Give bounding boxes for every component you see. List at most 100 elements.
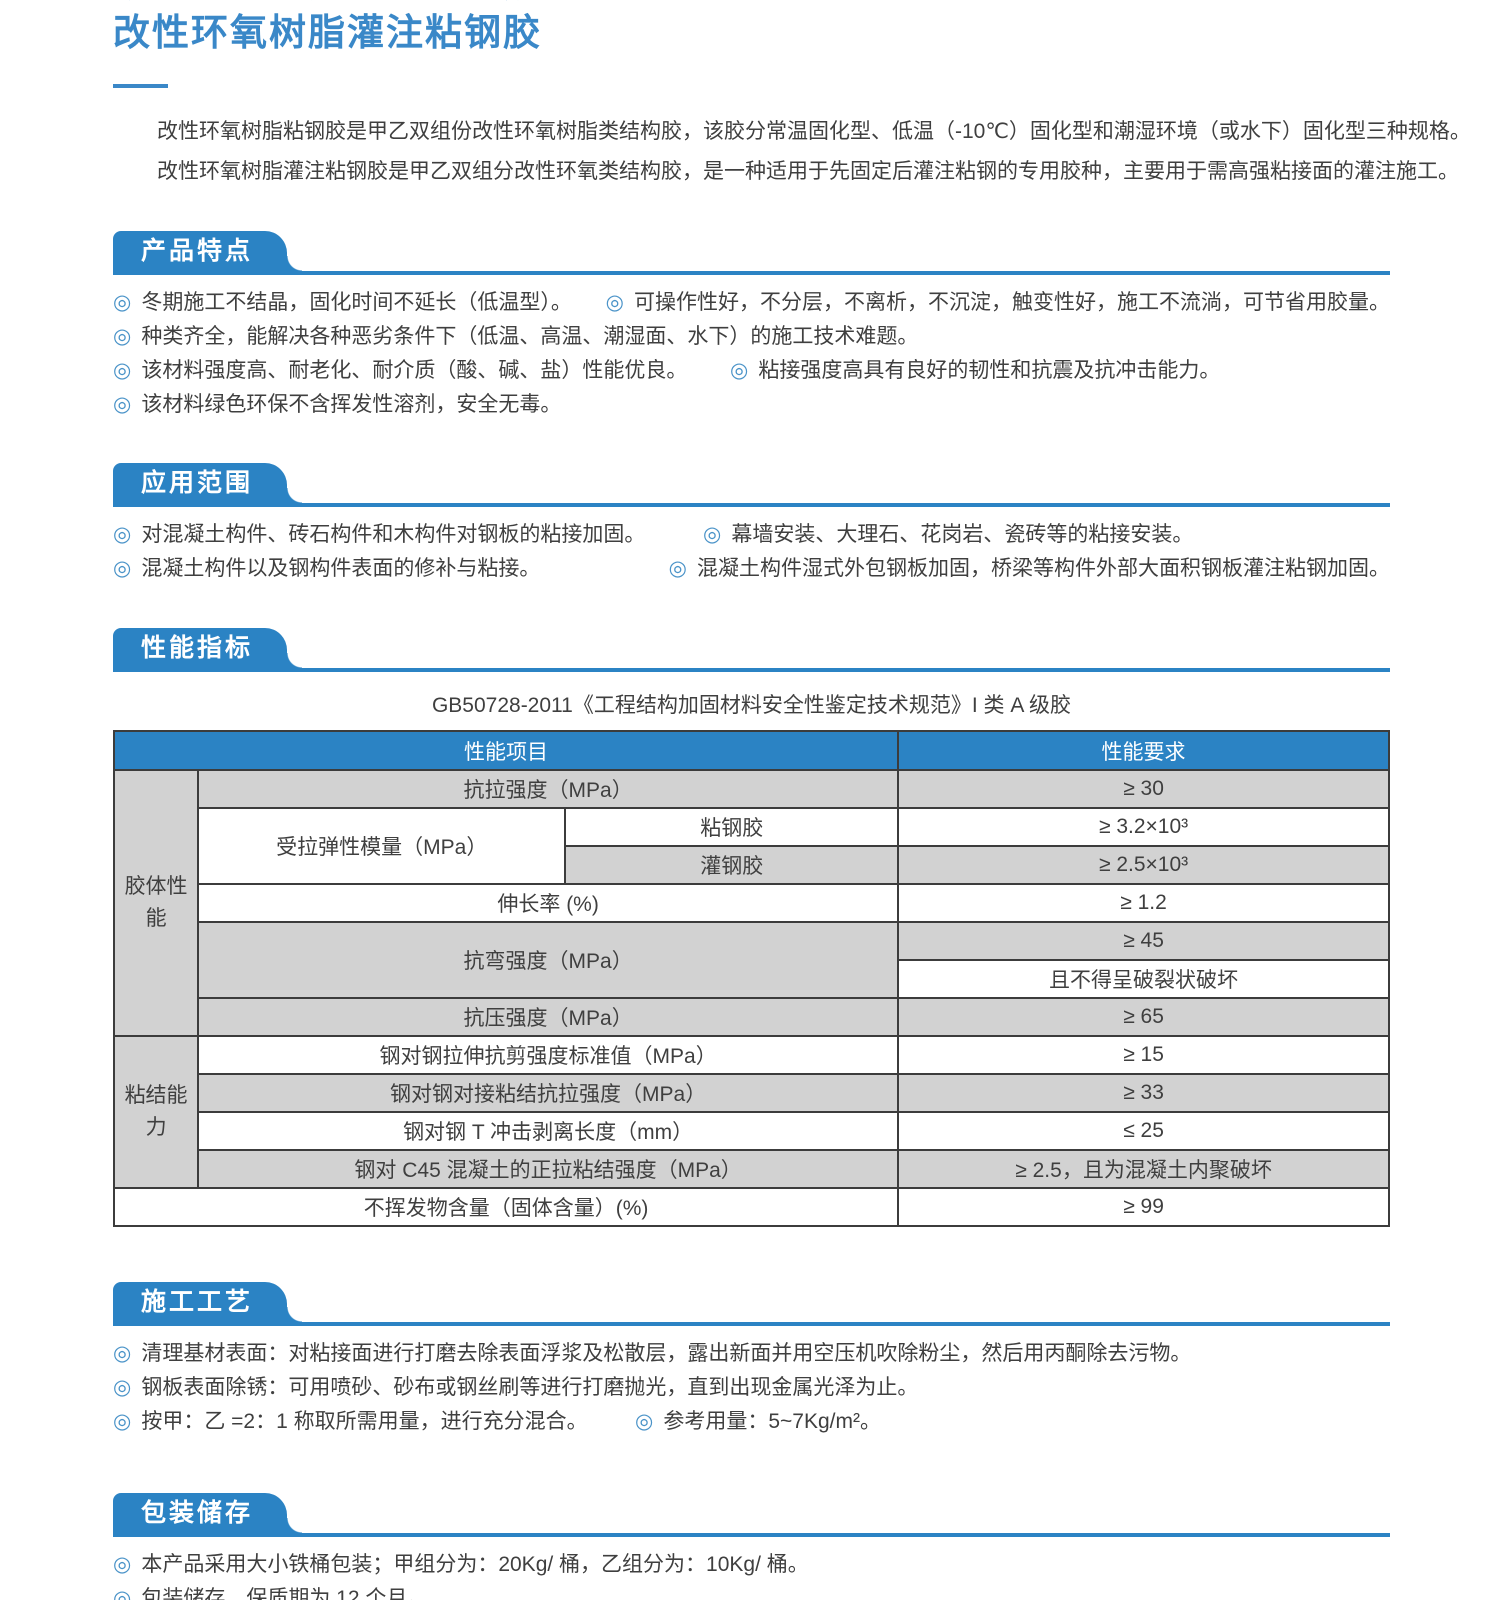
requirement-value: ≥ 3.2×10³	[897, 807, 1390, 847]
packaging-list: ◎ 本产品采用大小铁桶包装；甲组分为：20Kg/ 桶，乙组分为：10Kg/ 桶。 …	[113, 1548, 1390, 1600]
list-item-text: 该材料绿色环保不含挥发性溶剂，安全无毒。	[141, 393, 562, 416]
list-item: ◎ 冬期施工不结晶，固化时间不延长（低温型）。	[113, 286, 606, 320]
table-row: 不挥发物含量（固体含量）(%) ≥ 99	[112, 1187, 1390, 1227]
bullseye-bullet-icon: ◎	[113, 523, 132, 546]
bullseye-bullet-icon: ◎	[113, 1376, 132, 1399]
section-tab-process: 施工工艺	[113, 1282, 303, 1322]
property-label: 抗弯强度（MPa）	[197, 921, 900, 999]
list-row: ◎ 该材料绿色环保不含挥发性溶剂，安全无毒。	[113, 388, 1390, 422]
list-item: ◎ 对混凝土构件、砖石构件和木构件对钢板的粘接加固。	[113, 518, 703, 552]
property-label: 钢对钢 T 冲击剥离长度（mm）	[197, 1111, 900, 1151]
list-item-text: 对混凝土构件、砖石构件和木构件对钢板的粘接加固。	[141, 523, 646, 546]
list-item: ◎ 粘接强度高具有良好的韧性和抗震及抗冲击能力。	[730, 354, 1220, 388]
table-header-row: 性能项目 性能要求	[112, 730, 1390, 771]
property-label: 钢对钢对接粘结抗拉强度（MPa）	[197, 1073, 900, 1113]
list-item: ◎ 包装储存，保质期为 12 个月。	[113, 1582, 428, 1600]
list-row: ◎ 混凝土构件以及钢构件表面的修补与粘接。 ◎ 混凝土构件湿式外包钢板加固，桥梁等构…	[113, 552, 1390, 586]
list-row: ◎ 按甲：乙 =2：1 称取所需用量，进行充分混合。 ◎ 参考用量：5~7Kg/m²…	[113, 1405, 1390, 1439]
list-item: ◎ 该材料绿色环保不含挥发性溶剂，安全无毒。	[113, 388, 561, 422]
bullseye-bullet-icon: ◎	[113, 359, 132, 382]
list-row: ◎ 对混凝土构件、砖石构件和木构件对钢板的粘接加固。 ◎ 幕墙安装、大理石、花岗岩、…	[113, 518, 1390, 552]
bullseye-bullet-icon: ◎	[113, 393, 132, 416]
requirement-value: ≥ 99	[897, 1187, 1390, 1227]
section-tab-performance: 性能指标	[113, 628, 303, 668]
top-cropped-text-remnant: 改性环氧树脂灌注粘钢胶	[113, 0, 1390, 5]
section-header-features: 产品特点	[113, 231, 1390, 275]
property-label: 抗压强度（MPa）	[197, 997, 900, 1037]
section-tab-applications: 应用范围	[113, 463, 303, 503]
intro-line: 改性环氧树脂粘钢胶是甲乙双组份改性环氧树脂类结构胶，该胶分常温固化型、低温（-1…	[157, 120, 1471, 143]
table-row: 胶体性能 抗拉强度（MPa） ≥ 30	[112, 769, 1390, 1037]
bullseye-bullet-icon: ◎	[113, 1410, 132, 1433]
list-item-text: 参考用量：5~7Kg/m²。	[663, 1410, 881, 1433]
list-item: ◎ 清理基材表面：对粘接面进行打磨去除表面浮浆及松散层，露出新面并用空压机吹除粉尘…	[113, 1337, 1191, 1371]
bullseye-bullet-icon: ◎	[113, 325, 132, 348]
bullseye-bullet-icon: ◎	[730, 359, 749, 382]
page-title: 改性环氧树脂灌注粘钢胶	[113, 12, 542, 53]
list-item: ◎ 混凝土构件以及钢构件表面的修补与粘接。	[113, 552, 669, 586]
group-label-adhesive-performance: 胶体性能	[112, 769, 200, 1037]
table-row: 钢对钢 T 冲击剥离长度（mm） ≤ 25	[114, 1111, 1390, 1151]
list-row: ◎ 钢板表面除锈：可用喷砂、砂布或钢丝刷等进行打磨抛光，直到出现金属光泽为止。	[113, 1371, 1390, 1405]
list-item: ◎ 钢板表面除锈：可用喷砂、砂布或钢丝刷等进行打磨抛光，直到出现金属光泽为止。	[113, 1371, 918, 1405]
property-label: 伸长率 (%)	[197, 883, 900, 923]
bullseye-bullet-icon: ◎	[113, 291, 132, 314]
table-caption: GB50728-2011《工程结构加固材料安全性鉴定技术规范》I 类 A 级胶	[431, 694, 1072, 717]
intro-paragraph: 改性环氧树脂粘钢胶是甲乙双组份改性环氧树脂类结构胶，该胶分常温固化型、低温（-1…	[113, 112, 1471, 192]
list-item: ◎ 种类齐全，能解决各种恶劣条件下（低温、高温、潮湿面、水下）的施工技术难题。	[113, 320, 918, 354]
sub-property-label: 粘钢胶	[564, 807, 900, 847]
property-label: 不挥发物含量（固体含量）(%)	[112, 1187, 900, 1227]
list-row: ◎ 该材料强度高、耐老化、耐介质（酸、碱、盐）性能优良。 ◎ 粘接强度高具有良好的韧…	[113, 354, 1390, 388]
section-header-performance: 性能指标	[113, 628, 1390, 672]
list-item: ◎ 本产品采用大小铁桶包装；甲组分为：20Kg/ 桶，乙组分为：10Kg/ 桶。	[113, 1548, 809, 1582]
list-item-text: 包装储存，保质期为 12 个月。	[141, 1587, 429, 1600]
bullseye-bullet-icon: ◎	[668, 557, 687, 580]
requirement-value: ≥ 1.2	[897, 883, 1390, 923]
sub-property-label: 灌钢胶	[564, 845, 900, 885]
table-row: 且不得呈破裂状破坏	[114, 959, 1390, 999]
table-row: 灌钢胶 ≥ 2.5×10³	[114, 845, 1390, 885]
list-item-text: 清理基材表面：对粘接面进行打磨去除表面浮浆及松散层，露出新面并用空压机吹除粉尘，…	[141, 1342, 1192, 1365]
bullseye-bullet-icon: ◎	[113, 1553, 132, 1576]
list-item-text: 幕墙安装、大理石、花岗岩、瓷砖等的粘接安装。	[731, 523, 1194, 546]
section-tab-features: 产品特点	[113, 231, 303, 271]
requirement-value: ≤ 25	[897, 1111, 1390, 1151]
list-row: ◎ 种类齐全，能解决各种恶劣条件下（低温、高温、潮湿面、水下）的施工技术难题。	[113, 320, 1390, 354]
list-item: ◎ 可操作性好，不分层，不离析，不沉淀，触变性好，施工不流淌，可节省用胶量。	[606, 286, 1390, 320]
list-item: ◎ 该材料强度高、耐老化、耐介质（酸、碱、盐）性能优良。	[113, 354, 730, 388]
list-item-text: 钢板表面除锈：可用喷砂、砂布或钢丝刷等进行打磨抛光，直到出现金属光泽为止。	[141, 1376, 919, 1399]
list-item: ◎ 混凝土构件湿式外包钢板加固，桥梁等构件外部大面积钢板灌注粘钢加固。	[669, 552, 1390, 586]
bullseye-bullet-icon: ◎	[635, 1410, 654, 1433]
bullseye-bullet-icon: ◎	[605, 291, 624, 314]
property-label: 受拉弹性模量（MPa）	[197, 807, 567, 885]
property-label: 钢对钢拉伸抗剪强度标准值（MPa）	[197, 1035, 900, 1075]
list-item-text: 种类齐全，能解决各种恶劣条件下（低温、高温、潮湿面、水下）的施工技术难题。	[141, 325, 919, 348]
bullseye-bullet-icon: ◎	[113, 557, 132, 580]
bottom-cropped-text-remnant: ◎ 一一一	[240, 1594, 327, 1600]
bullseye-bullet-icon: ◎	[113, 1587, 132, 1600]
list-item-text: 冬期施工不结晶，固化时间不延长（低温型）。	[141, 291, 572, 314]
requirement-value: ≥ 2.5×10³	[897, 845, 1390, 885]
property-label: 钢对 C45 混凝土的正拉粘结强度（MPa）	[197, 1149, 900, 1189]
section-header-applications: 应用范围	[113, 463, 1390, 507]
table-row: 抗压强度（MPa） ≥ 65	[114, 997, 1390, 1037]
list-row: ◎ 冬期施工不结晶，固化时间不延长（低温型）。 ◎ 可操作性好，不分层，不离析，不沉…	[113, 286, 1390, 320]
table-row: 钢对钢对接粘结抗拉强度（MPa） ≥ 33	[114, 1073, 1390, 1113]
column-header-requirement: 性能要求	[897, 730, 1390, 771]
title-underline-decoration	[113, 84, 168, 88]
table-row: 伸长率 (%) ≥ 1.2	[114, 883, 1390, 923]
requirement-value: ≥ 2.5，且为混凝土内聚破坏	[897, 1149, 1390, 1189]
list-item-text: 可操作性好，不分层，不离析，不沉淀，触变性好，施工不流淌，可节省用胶量。	[634, 291, 1390, 314]
list-item: ◎ 参考用量：5~7Kg/m²。	[635, 1405, 881, 1439]
section-tab-packaging: 包装储存	[113, 1493, 303, 1533]
requirement-value: ≥ 33	[897, 1073, 1390, 1113]
requirement-value: ≥ 65	[897, 997, 1390, 1037]
requirement-value: ≥ 15	[897, 1035, 1390, 1075]
table-row: 粘结能力 钢对钢拉伸抗剪强度标准值（MPa） ≥ 15	[112, 1035, 1390, 1189]
applications-list: ◎ 对混凝土构件、砖石构件和木构件对钢板的粘接加固。 ◎ 幕墙安装、大理石、花岗岩、…	[113, 518, 1390, 586]
bullseye-bullet-icon: ◎	[113, 1342, 132, 1365]
table-row: 钢对 C45 混凝土的正拉粘结强度（MPa） ≥ 2.5，且为混凝土内聚破坏	[114, 1149, 1390, 1189]
list-item-text: 混凝土构件湿式外包钢板加固，桥梁等构件外部大面积钢板灌注粘钢加固。	[697, 557, 1390, 580]
list-item-text: 本产品采用大小铁桶包装；甲组分为：20Kg/ 桶，乙组分为：10Kg/ 桶。	[141, 1553, 809, 1576]
